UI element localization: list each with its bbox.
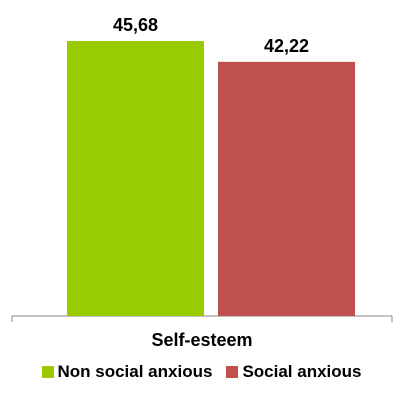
legend-label-social-anxious: Social anxious bbox=[242, 362, 362, 381]
category-label-self-esteem: Self-esteem bbox=[151, 330, 252, 350]
bars-group: 45,68 42,22 bbox=[67, 15, 355, 316]
legend-swatch-non-social-anxious bbox=[41, 366, 54, 378]
legend-swatch-social-anxious bbox=[226, 366, 239, 378]
legend-label-non-social-anxious: Non social anxious bbox=[57, 362, 213, 381]
data-label-social-anxious: 42,22 bbox=[264, 36, 309, 56]
legend-item-social-anxious: Social anxious bbox=[226, 362, 361, 382]
legend-item-non-social-anxious: Non social anxious bbox=[41, 362, 213, 382]
data-label-non-social-anxious: 45,68 bbox=[113, 15, 158, 35]
bar-non-social-anxious bbox=[67, 41, 204, 316]
bar-social-anxious bbox=[218, 61, 355, 316]
legend: Non social anxious Social anxious bbox=[0, 362, 403, 382]
